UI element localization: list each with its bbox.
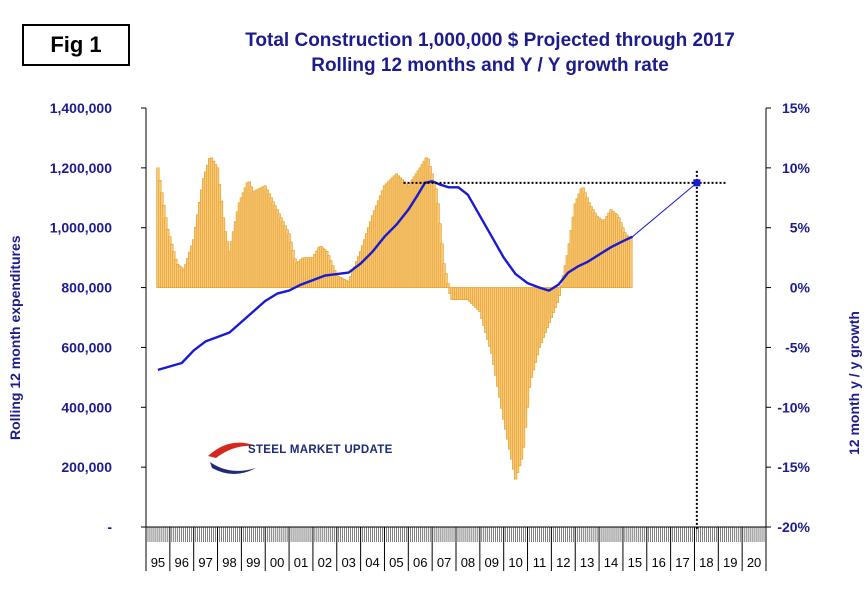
x-tick-label: 04 — [365, 555, 379, 570]
x-tick-label: 18 — [699, 555, 713, 570]
x-tick-label: 17 — [675, 555, 689, 570]
x-tick-label: 96 — [175, 555, 189, 570]
x-tick-label: 98 — [222, 555, 236, 570]
x-tick-label: 02 — [318, 555, 332, 570]
growth-bar — [444, 273, 448, 288]
steel-market-update-logo: STEEL MARKET UPDATE — [200, 432, 392, 492]
right-tick-label: -10% — [777, 399, 810, 415]
growth-bar — [446, 283, 450, 288]
x-tick-label: 99 — [246, 555, 260, 570]
x-tick-label: 97 — [198, 555, 212, 570]
logo-text: STEEL MARKET UPDATE — [248, 444, 393, 456]
left-tick-label: 800,000 — [61, 280, 112, 296]
x-tick-label: 13 — [580, 555, 594, 570]
logo-swoosh-icon — [208, 442, 256, 474]
left-tick-label: 1,200,000 — [50, 160, 112, 176]
left-tick-label: 600,000 — [61, 339, 112, 355]
chart-title-line-1: Total Construction 1,000,000 $ Projected… — [245, 30, 735, 51]
projection-marker — [693, 179, 701, 187]
left-tick-label: 200,000 — [61, 459, 112, 475]
x-tick-label: 00 — [270, 555, 284, 570]
growth-bars — [156, 157, 633, 480]
x-tick-label: 09 — [485, 555, 499, 570]
projection-line — [632, 182, 698, 238]
right-tick-labels: 15% 10% 5% 0% -5% -10% -15% -20% — [777, 100, 810, 535]
left-tick-label: 400,000 — [61, 399, 112, 415]
right-tick-label: -15% — [777, 459, 810, 475]
x-tick-labels: 95 96 97 98 99 00 01 02 03 04 05 06 07 08 09 10 11 12 13 14… — [151, 555, 762, 570]
x-tick-label: 20 — [747, 555, 761, 570]
figure-label: Fig 1 — [22, 24, 130, 66]
right-tick-label: -20% — [777, 519, 810, 535]
y-axis-label-left: Rolling 12 month expenditures — [7, 235, 23, 440]
right-tick-label: -5% — [785, 339, 810, 355]
left-tick-label: 1,000,000 — [50, 220, 112, 236]
x-tick-label: 07 — [437, 555, 451, 570]
right-tick-label: 15% — [782, 100, 811, 116]
projection-lines — [403, 170, 726, 531]
chart-title-line-2: Rolling 12 months and Y / Y growth rate — [311, 55, 669, 76]
left-tick-label: - — [107, 519, 112, 535]
x-tick-label: 95 — [151, 555, 165, 570]
x-tick-label: 05 — [389, 555, 403, 570]
x-tick-label: 14 — [604, 555, 618, 570]
rolling-12-month-line — [157, 180, 634, 372]
x-tick-label: 19 — [723, 555, 737, 570]
growth-bar — [557, 287, 561, 296]
x-tick-label: 10 — [508, 555, 522, 570]
x-tick-label: 12 — [556, 555, 570, 570]
x-tick-label: 11 — [533, 555, 547, 570]
x-tick-label: 15 — [628, 555, 642, 570]
growth-bar — [629, 238, 633, 288]
x-tick-label: 16 — [651, 555, 665, 570]
x-tick-label: 06 — [413, 555, 427, 570]
y-axis-label-right: 12 month y / y growth — [846, 311, 862, 455]
x-tick-label: 03 — [341, 555, 355, 570]
left-tick-labels: 1,400,000 1,200,000 1,000,000 800,000 600,00… — [50, 100, 113, 535]
right-tick-label: 0% — [790, 280, 811, 296]
x-tick-label: 08 — [461, 555, 475, 570]
left-tick-label: 1,400,000 — [50, 100, 112, 116]
x-tick-label: 01 — [294, 555, 308, 570]
right-tick-label: 5% — [790, 220, 811, 236]
right-tick-label: 10% — [782, 160, 811, 176]
axis-ticks — [141, 107, 771, 571]
expenditure-line — [157, 180, 634, 372]
